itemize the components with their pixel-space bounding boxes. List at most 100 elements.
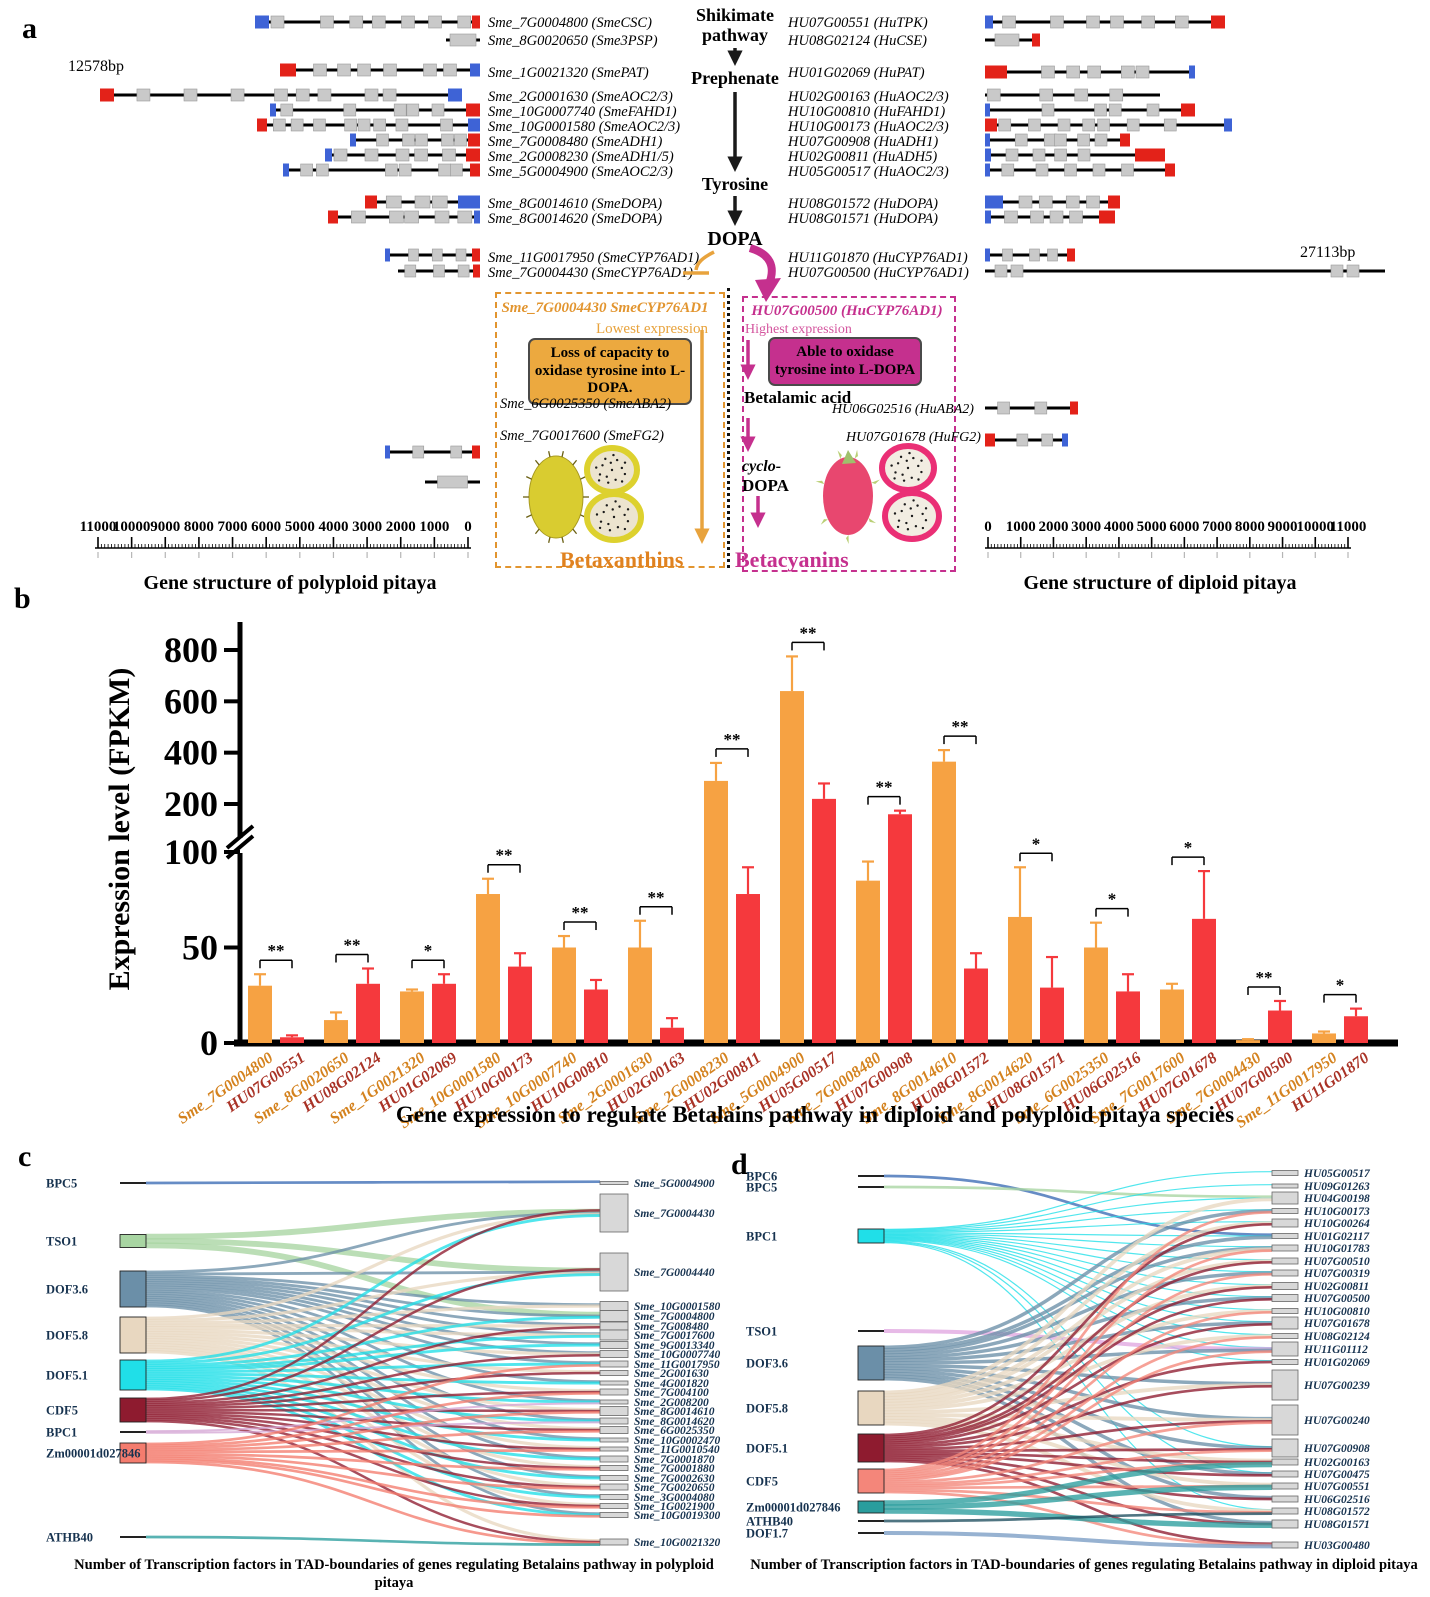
svg-text:Sme_1G0021320 (SmePAT): Sme_1G0021320 (SmePAT): [488, 65, 649, 81]
gene-structures-polyploid: [100, 15, 480, 489]
bar-chart-y-ticks: 0 50 100 200 400 600 800: [164, 630, 240, 1063]
svg-text:Sme_11G0010540: Sme_11G0010540: [634, 1444, 720, 1456]
svg-text:**: **: [496, 846, 513, 865]
svg-text:0: 0: [200, 1023, 218, 1063]
svg-text:HU01G02117: HU01G02117: [1303, 1231, 1370, 1243]
svg-text:HU05G00517 (HuAOC2/3): HU05G00517 (HuAOC2/3): [787, 164, 949, 180]
svg-text:0: 0: [984, 519, 992, 535]
svg-text:HU08G02124: HU08G02124: [1303, 1331, 1370, 1343]
panel-d-letter: d: [731, 1148, 748, 1181]
svg-text:Sme_7G0001880: Sme_7G0001880: [634, 1463, 715, 1475]
svg-text:HU08G01571: HU08G01571: [1303, 1519, 1370, 1531]
svg-text:**: **: [344, 936, 361, 955]
svg-text:8000: 8000: [184, 519, 214, 535]
red-pitaya-fruit: [815, 443, 942, 544]
panel-a-letter: a: [22, 12, 37, 45]
betalamic-acid-label: Betalamic acid: [744, 388, 852, 407]
svg-text:9000: 9000: [1268, 519, 1298, 535]
svg-text:Zm00001d027846: Zm00001d027846: [746, 1501, 840, 1515]
svg-text:**: **: [876, 778, 893, 797]
svg-text:6000: 6000: [251, 519, 281, 535]
pathway-step-tyrosine: Tyrosine: [701, 174, 769, 194]
svg-text:5000: 5000: [1137, 519, 1167, 535]
svg-text:**: **: [1256, 968, 1273, 987]
svg-text:HU11G01870 (HuCYP76AD1): HU11G01870 (HuCYP76AD1): [787, 250, 968, 266]
svg-text:HU10G00264: HU10G00264: [1303, 1218, 1370, 1230]
svg-text:Sme_2G001630: Sme_2G001630: [634, 1368, 709, 1380]
svg-text:Sme_7G008480: Sme_7G008480: [634, 1321, 709, 1333]
svg-text:7000: 7000: [218, 519, 248, 535]
svg-text:HU06G02516: HU06G02516: [1303, 1494, 1370, 1506]
magenta-box-subtitle: Highest expression: [745, 322, 852, 337]
svg-text:8000: 8000: [1235, 519, 1265, 535]
orange-box-statement: Loss of capacity to oxidase tyrosine int…: [528, 338, 692, 406]
svg-text:Sme_1G0021900: Sme_1G0021900: [634, 1501, 715, 1513]
magenta-box-gene1: HU06G02516 (HuABA2): [832, 402, 974, 417]
svg-text:DOF5.1: DOF5.1: [46, 1369, 88, 1383]
svg-text:200: 200: [164, 784, 218, 824]
svg-text:3000: 3000: [352, 519, 382, 535]
svg-text:1000: 1000: [1006, 519, 1036, 535]
svg-text:HU02G00811 (HuADH5): HU02G00811 (HuADH5): [787, 149, 937, 165]
svg-text:HU11G01112: HU11G01112: [1303, 1344, 1368, 1356]
svg-text:Sme_10G0019300: Sme_10G0019300: [634, 1510, 721, 1522]
pathway-step-prephenate: Prephenate: [691, 68, 779, 88]
orange-box-title: Sme_7G0004430 SmeCYP76AD1: [501, 300, 709, 316]
svg-text:Sme_2G008200: Sme_2G008200: [634, 1397, 709, 1409]
svg-text:ATHB40: ATHB40: [46, 1531, 93, 1545]
svg-text:**: **: [648, 888, 665, 907]
svg-text:6000: 6000: [1169, 519, 1199, 535]
svg-text:*: *: [1108, 890, 1117, 909]
svg-text:10000: 10000: [1297, 519, 1335, 535]
caption-polyploid-structures: Gene structure of polyploid pitaya: [143, 572, 437, 594]
svg-text:HU02G00811: HU02G00811: [1303, 1281, 1369, 1293]
orange-box-gene2: Sme_7G0017600 (SmeFG2): [500, 428, 664, 444]
bp-label-left: 12578bp: [68, 58, 124, 75]
svg-text:DOF1.7: DOF1.7: [746, 1527, 788, 1541]
betaxanthins-label: Betaxanthins: [560, 547, 684, 572]
caption-sankey-diploid: Number of Transcription factors in TAD-b…: [750, 1557, 1418, 1573]
svg-text:Sme_7G0004800: Sme_7G0004800: [634, 1311, 715, 1323]
svg-text:Sme_11G0017950: Sme_11G0017950: [634, 1359, 720, 1371]
svg-text:Sme_7G0008480 (SmeADH1): Sme_7G0008480 (SmeADH1): [488, 134, 663, 150]
svg-text:DOF5.8: DOF5.8: [746, 1402, 788, 1416]
betacyanins-label: Betacyanins: [735, 547, 849, 572]
svg-text:BPC1: BPC1: [746, 1230, 777, 1244]
svg-text:Sme_9G0013340: Sme_9G0013340: [634, 1340, 715, 1352]
svg-text:Sme_7G0004440: Sme_7G0004440: [634, 1267, 715, 1279]
svg-text:HU08G01572 (HuDOPA): HU08G01572 (HuDOPA): [787, 196, 938, 212]
svg-text:**: **: [952, 717, 969, 736]
orange-box-gene1: Sme_6G0025350 (SmeABA2): [500, 396, 672, 412]
svg-text:Sme_10G0007740: Sme_10G0007740: [634, 1349, 721, 1361]
svg-text:Sme_4G001820: Sme_4G001820: [634, 1378, 709, 1390]
svg-text:HU09G01263: HU09G01263: [1303, 1181, 1370, 1193]
svg-text:TSO1: TSO1: [46, 1235, 77, 1249]
svg-text:DOF3.6: DOF3.6: [746, 1357, 788, 1371]
svg-text:BPC5: BPC5: [746, 1181, 777, 1195]
pathway-arrows: [683, 48, 781, 544]
svg-text:600: 600: [164, 681, 218, 721]
lowest-expression-box: [495, 292, 725, 568]
svg-text:DOF5.8: DOF5.8: [46, 1329, 88, 1343]
svg-text:HU10G00173 (HuAOC2/3): HU10G00173 (HuAOC2/3): [787, 119, 949, 135]
svg-text:HU07G00500 (HuCYP76AD1): HU07G00500 (HuCYP76AD1): [787, 265, 969, 281]
svg-text:Sme_8G0014620: Sme_8G0014620: [634, 1416, 715, 1428]
svg-text:HU10G00173: HU10G00173: [1303, 1206, 1370, 1218]
svg-text:0: 0: [464, 519, 472, 535]
svg-text:Sme_6G0025350: Sme_6G0025350: [634, 1425, 715, 1437]
svg-text:HU03G00480: HU03G00480: [1303, 1540, 1370, 1552]
orange-box-subtitle: Lowest expression: [595, 321, 708, 337]
highest-expression-box: [742, 296, 956, 572]
svg-text:Sme_5G0004900 (SmeAOC2/3): Sme_5G0004900 (SmeAOC2/3): [488, 164, 673, 180]
svg-text:CDF5: CDF5: [46, 1404, 78, 1418]
sankey-diploid-flows: [883, 1171, 1273, 1549]
svg-text:BPC5: BPC5: [46, 1177, 77, 1191]
svg-text:100: 100: [164, 832, 218, 872]
svg-text:4000: 4000: [318, 519, 348, 535]
bar-chart-x-labels: Sme_7G0004800HU07G00551Sme_8G0020650HU08…: [175, 1049, 1372, 1132]
yellow-pitaya-fruit: [523, 445, 644, 543]
svg-text:Sme_7G0004800 (SmeCSC): Sme_7G0004800 (SmeCSC): [488, 15, 652, 31]
svg-text:*: *: [1032, 834, 1041, 853]
bar-chart-significance: ** ** ******************** *: [259, 623, 1357, 1003]
